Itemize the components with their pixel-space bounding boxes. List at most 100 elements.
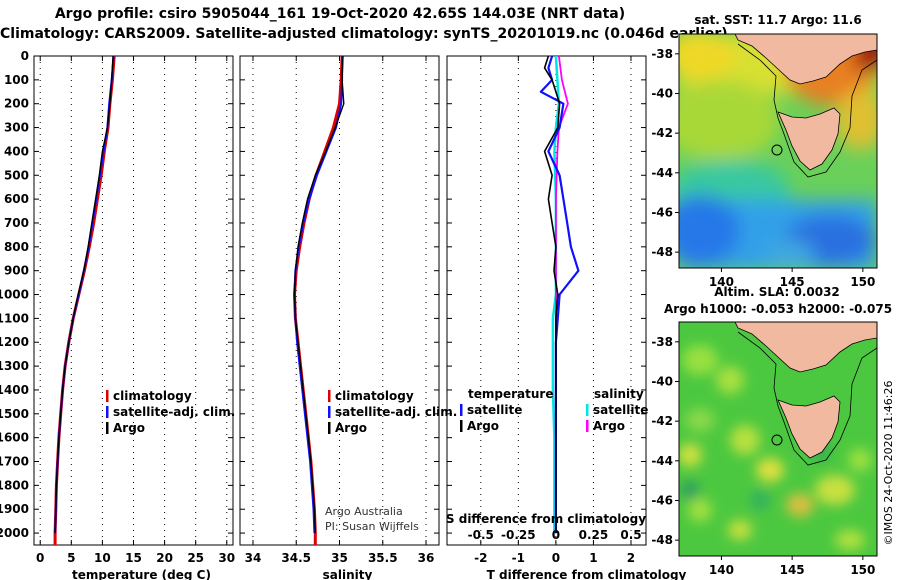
series-line-satellite-adj-clim- [54, 55, 115, 534]
legend-label: salinity [594, 387, 644, 401]
x-axis-label: salinity [323, 568, 373, 580]
depth-tick-label: 500 [4, 168, 29, 182]
depth-tick-label: 1800 [0, 478, 29, 492]
legend-swatch-diff [586, 420, 589, 432]
depth-tick-label: 1700 [0, 455, 29, 469]
x-tick-label: -2 [474, 551, 487, 565]
s-tick-label: 0 [552, 528, 560, 542]
copyright-stamp: ©IMOS 24-Oct-2020 11:46:26 [882, 380, 895, 545]
series-line-temperature-satellite [539, 55, 580, 534]
x-tick-label: 0 [552, 551, 560, 565]
plot-frame-temperature [33, 55, 234, 546]
plot-frame-difference [446, 55, 647, 546]
legend-swatch-Argo [328, 422, 331, 434]
map-y-tick-label: -42 [651, 414, 673, 428]
legend-label: temperature [468, 387, 553, 401]
x-tick-label: 2 [627, 551, 635, 565]
series-line-argo [54, 55, 114, 534]
s-tick-label: 0.5 [620, 528, 641, 542]
sst-map-title: sat. SST: 11.7 Argo: 11.6 [694, 13, 861, 27]
map-y-tick-label: -40 [651, 86, 673, 100]
x-tick-label: 10 [94, 551, 111, 565]
x-tick-label: 20 [156, 551, 173, 565]
x-axis-label: temperature (deg C) [72, 568, 211, 580]
depth-tick-label: 1500 [0, 407, 29, 421]
x-tick-label: 0 [36, 551, 44, 565]
depth-tick-label: 1400 [0, 383, 29, 397]
depth-tick-label: 300 [4, 121, 29, 135]
figure-title-line1: Argo profile: csiro 5905044_161 19-Oct-2… [54, 6, 626, 22]
legend-label: satellite [467, 403, 522, 417]
legend-swatch-satellite-adj [106, 406, 109, 418]
map-x-tick-label: 150 [850, 275, 875, 289]
depth-tick-label: 700 [4, 216, 29, 230]
map-y-tick-label: -48 [651, 533, 673, 547]
x-tick-label: -1 [512, 551, 525, 565]
depth-tick-label: 600 [4, 192, 29, 206]
s-tick-label: 0.25 [579, 528, 609, 542]
depth-tick-label: 100 [4, 73, 29, 87]
s-tick-label: -0.5 [468, 528, 494, 542]
series-line-argo [293, 55, 345, 534]
legend-label: satellite [593, 403, 648, 417]
legend-swatch-Argo [106, 422, 109, 434]
legend-swatch-diff [586, 404, 589, 416]
series-line-temperature-argo [543, 55, 561, 534]
legend-swatch-diff [460, 420, 463, 432]
x-tick-label: 36 [418, 551, 435, 565]
map-y-tick-label: -44 [651, 166, 673, 180]
depth-tick-label: 800 [4, 240, 29, 254]
legend-label: climatology [113, 389, 192, 403]
map-y-tick-label: -48 [651, 245, 673, 259]
x-tick-label: 25 [187, 551, 204, 565]
legend-swatch-satellite-adj [328, 406, 331, 418]
x-tick-label: 5 [67, 551, 75, 565]
depth-tick-label: 1300 [0, 359, 29, 373]
sst-map [679, 34, 877, 268]
map-x-tick-label: 145 [780, 563, 805, 577]
map-x-tick-label: 145 [780, 275, 805, 289]
x-tick-label: 30 [218, 551, 235, 565]
legend-label: satellite-adj. clim. [113, 405, 235, 419]
map-y-tick-label: -42 [651, 126, 673, 140]
x-tick-label: 35.5 [368, 551, 398, 565]
legend-label: Argo [467, 419, 499, 433]
x-tick-label: 15 [125, 551, 142, 565]
sla-map-title-line1: Altim. SLA: 0.0032 [714, 285, 840, 299]
depth-tick-label: 0 [21, 49, 29, 63]
sla-map [679, 322, 877, 556]
depth-tick-label: 1100 [0, 311, 29, 325]
depth-tick-label: 1000 [0, 288, 29, 302]
figure-title-line2: Climatology: CARS2009. Satellite-adjuste… [0, 26, 728, 42]
legend-label: satellite-adj. clim. [335, 405, 457, 419]
map-y-tick-label: -38 [651, 335, 673, 349]
x-axis-label: T difference from climatology [487, 568, 687, 580]
legend-swatch-diff [460, 404, 463, 416]
plot-frame-salinity [239, 55, 440, 546]
x-tick-label: 1 [589, 551, 597, 565]
depth-tick-label: 400 [4, 144, 29, 158]
map-y-tick-label: -46 [651, 493, 673, 507]
legend-swatch-climatology [328, 390, 331, 402]
depth-tick-label: 200 [4, 97, 29, 111]
credit-line1: Argo Australia [325, 505, 403, 518]
map-y-tick-label: -38 [651, 47, 673, 61]
map-x-tick-label: 140 [709, 563, 734, 577]
depth-tick-label: 900 [4, 264, 29, 278]
legend-swatch-climatology [106, 390, 109, 402]
x-tick-label: 35 [331, 551, 348, 565]
s-axis-label: S difference from climatology [446, 512, 646, 526]
depth-tick-label: 1600 [0, 431, 29, 445]
map-y-tick-label: -46 [651, 205, 673, 219]
series-line-climatology [53, 55, 116, 545]
legend-label: Argo [593, 419, 625, 433]
legend-label: Argo [335, 421, 367, 435]
map-y-tick-label: -40 [651, 374, 673, 388]
legend-label: climatology [335, 389, 414, 403]
x-tick-label: 34.5 [281, 551, 311, 565]
x-tick-label: 34 [245, 551, 262, 565]
map-y-tick-label: -44 [651, 454, 673, 468]
depth-tick-label: 1200 [0, 335, 29, 349]
credit-line2: PI: Susan Wijffels [325, 520, 419, 533]
